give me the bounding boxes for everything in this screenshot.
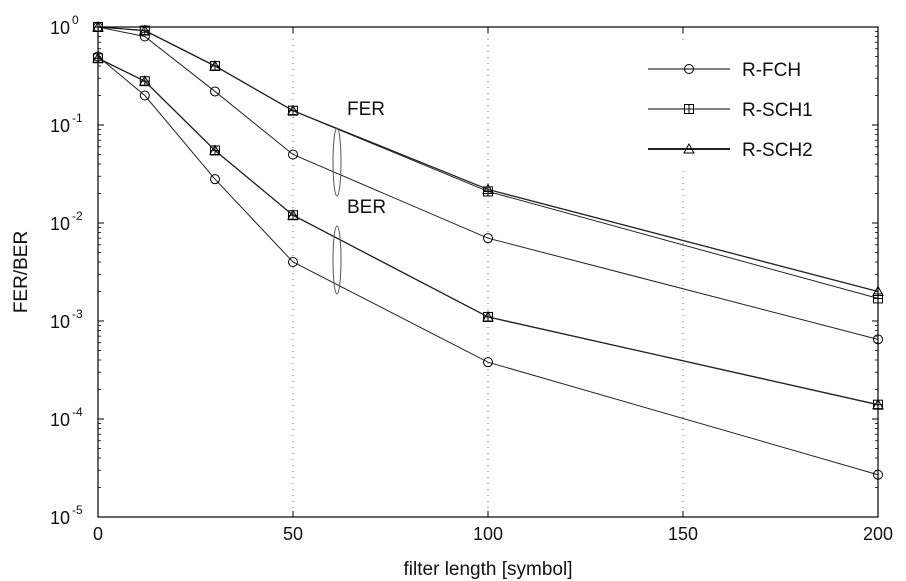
marker-triangle xyxy=(138,24,151,36)
annotation-ellipse xyxy=(332,225,342,295)
marker-triangle xyxy=(482,183,494,194)
marker-triangle xyxy=(209,59,221,71)
data-point xyxy=(138,24,151,36)
legend-marker xyxy=(684,64,694,74)
marker-triangle xyxy=(683,142,695,154)
data-point xyxy=(210,86,220,97)
y-tick-label: 10 xyxy=(50,508,70,528)
annotation-ellipse xyxy=(332,127,342,197)
marker-circle xyxy=(210,174,220,185)
legend-entry-r-sch2: R-SCH2 xyxy=(648,140,813,161)
marker-circle xyxy=(288,256,298,267)
annotations: FER BER xyxy=(332,99,386,295)
legend-box xyxy=(632,44,862,166)
plot-series xyxy=(92,20,884,480)
data-point xyxy=(287,209,299,220)
data-point xyxy=(139,90,150,101)
marker-triangle xyxy=(482,310,494,322)
marker-circle xyxy=(210,86,220,97)
legend-marker xyxy=(684,104,694,114)
data-point xyxy=(209,144,221,155)
data-point xyxy=(288,149,298,160)
marker-circle xyxy=(483,357,493,368)
y-tick-label: 10 xyxy=(50,18,70,38)
data-point xyxy=(210,174,220,185)
y-tick-label: 10 xyxy=(50,116,70,136)
marker-triangle xyxy=(287,209,299,220)
annotation-ber: BER xyxy=(347,197,386,218)
x-tick-label: 50 xyxy=(283,524,303,544)
legend-entry-r-fch: R-FCH xyxy=(648,60,801,81)
legend: R-FCH R-SCH1 R-SCH2 xyxy=(632,44,862,166)
y-tick-exponent: -4 xyxy=(72,405,83,419)
x-tick-label: 0 xyxy=(93,524,103,544)
annotation-fer: FER xyxy=(347,99,385,120)
legend-label: R-SCH1 xyxy=(742,100,813,121)
y-axis-label: FER/BER xyxy=(11,231,32,313)
y-tick-label: 10 xyxy=(50,214,70,234)
marker-triangle xyxy=(209,144,221,155)
marker-circle xyxy=(483,233,493,244)
legend-label: R-FCH xyxy=(742,60,801,81)
legend-label: R-SCH2 xyxy=(742,140,813,161)
data-point xyxy=(138,75,151,86)
marker-circle xyxy=(139,90,150,101)
y-tick-exponent: -2 xyxy=(72,209,83,223)
data-point xyxy=(288,256,298,267)
legend-marker xyxy=(683,142,695,154)
x-axis-label: filter length [symbol] xyxy=(404,559,573,580)
series-line xyxy=(97,57,879,406)
marker-triangle xyxy=(138,75,151,86)
series-line xyxy=(97,26,879,293)
y-tick-exponent: -5 xyxy=(72,503,83,517)
marker-circle xyxy=(288,149,298,160)
marker-circle xyxy=(684,64,694,74)
series-line xyxy=(97,56,879,476)
marker-triangle xyxy=(287,104,299,116)
y-tick-label: 10 xyxy=(50,410,70,430)
y-tick-exponent: 0 xyxy=(72,13,79,27)
y-tick-exponent: -3 xyxy=(72,307,83,321)
x-tick-label: 200 xyxy=(863,524,893,544)
data-point xyxy=(482,310,494,322)
data-point xyxy=(483,357,493,368)
data-point xyxy=(287,104,299,116)
data-point xyxy=(483,186,493,197)
data-point xyxy=(482,183,494,194)
data-point xyxy=(209,59,221,71)
x-tick-label: 100 xyxy=(473,524,503,544)
series-line xyxy=(97,26,879,340)
legend-entry-r-sch1: R-SCH1 xyxy=(648,100,813,121)
data-point xyxy=(483,233,493,244)
y-tick-label: 10 xyxy=(50,312,70,332)
x-tick-label: 150 xyxy=(668,524,698,544)
y-tick-exponent: -1 xyxy=(72,111,83,125)
